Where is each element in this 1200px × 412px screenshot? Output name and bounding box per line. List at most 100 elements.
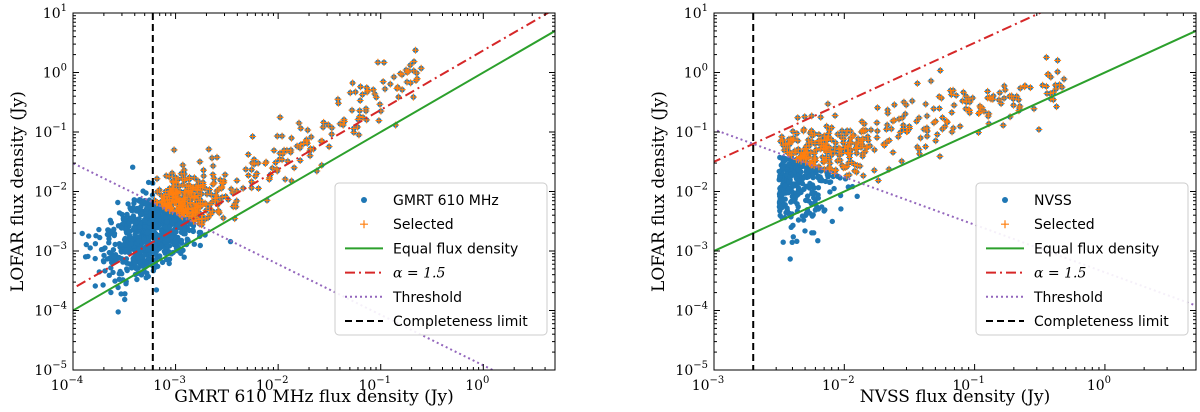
selected-marker [896, 128, 904, 136]
selected-marker [279, 150, 287, 158]
selected-marker [398, 71, 406, 79]
data-point [152, 242, 158, 249]
selected-marker [913, 117, 921, 125]
selected-marker [789, 127, 797, 135]
data-point [805, 174, 811, 180]
selected-marker [296, 157, 304, 164]
selected-marker [824, 100, 832, 108]
selected-marker [193, 200, 200, 208]
x-tick-label: 100 [465, 375, 489, 394]
data-point [778, 197, 784, 203]
data-point [150, 206, 156, 212]
selected-marker [895, 115, 903, 123]
selected-marker [339, 121, 347, 129]
selected-marker [180, 166, 188, 174]
data-point [800, 217, 807, 223]
selected-marker [873, 119, 881, 127]
selected-marker [984, 112, 992, 120]
data-point [196, 229, 202, 236]
data-point [132, 231, 138, 238]
threshold-line [73, 161, 495, 370]
selected-marker [788, 151, 795, 159]
data-point [795, 178, 801, 184]
selected-marker [233, 177, 241, 185]
selected-marker [936, 152, 944, 160]
data-point [85, 253, 91, 260]
selected-marker [864, 133, 872, 141]
alpha-line [714, 13, 1043, 163]
selected-marker [194, 203, 202, 211]
selected-marker [851, 167, 859, 175]
selected-marker [975, 110, 983, 117]
data-point [166, 260, 172, 267]
data-point [115, 199, 121, 206]
selected-marker [354, 123, 362, 131]
selected-marker [922, 100, 930, 108]
selected-marker [363, 88, 371, 96]
x-tick-label: 10−1 [952, 375, 985, 394]
selected-marker [857, 128, 865, 136]
selected-marker [328, 130, 336, 138]
selected-marker [354, 116, 362, 123]
selected-marker [412, 46, 419, 54]
selected-marker [166, 203, 174, 211]
selected-marker [1015, 104, 1023, 112]
selected-marker [208, 154, 216, 162]
selected-marker [801, 113, 809, 121]
data-point [139, 263, 145, 269]
selected-marker [894, 133, 902, 141]
selected-marker [165, 173, 173, 181]
data-point [132, 259, 138, 266]
selected-marker [841, 145, 848, 153]
data-point [809, 213, 815, 219]
selected-marker [853, 149, 861, 157]
selected-marker [956, 122, 964, 130]
selected-marker [949, 86, 957, 94]
data-point [107, 217, 114, 223]
selected-marker [1006, 92, 1014, 100]
selected-marker [898, 157, 906, 165]
selected-marker [155, 186, 163, 194]
selected-marker [346, 89, 354, 97]
x-tick-label: 10−2 [256, 375, 289, 394]
data-point [92, 241, 99, 247]
selected-marker [1035, 126, 1043, 133]
selected-marker [172, 187, 180, 195]
data-point [815, 185, 822, 191]
data-point [106, 240, 112, 246]
selected-marker [883, 121, 891, 129]
selected-marker [198, 214, 205, 222]
data-point [776, 168, 782, 175]
data-point [790, 222, 796, 229]
selected-marker [825, 132, 832, 140]
selected-marker [873, 134, 881, 142]
selected-marker [340, 116, 348, 124]
data-point [92, 255, 98, 262]
selected-marker [860, 120, 868, 128]
data-point [100, 282, 106, 288]
selected-marker [825, 143, 833, 151]
selected-marker [828, 124, 836, 132]
selected-marker [297, 124, 305, 132]
selected-marker [846, 154, 853, 161]
data-point [112, 241, 118, 248]
data-point [117, 268, 123, 275]
selected-marker [997, 100, 1005, 108]
selected-marker [847, 134, 854, 142]
selected-marker [394, 83, 402, 91]
selected-marker [244, 171, 252, 179]
data-point [164, 219, 170, 225]
selected-marker [932, 137, 940, 145]
data-point [777, 185, 783, 191]
selected-marker [215, 207, 223, 215]
selected-marker [808, 112, 816, 120]
data-point [155, 232, 162, 239]
data-point [122, 296, 128, 303]
plot-area [73, 13, 555, 370]
data-point [101, 252, 107, 259]
data-point [810, 171, 816, 178]
data-point [780, 239, 786, 245]
selected-marker [325, 143, 333, 151]
data-point [794, 238, 800, 244]
selected-marker [207, 191, 215, 199]
